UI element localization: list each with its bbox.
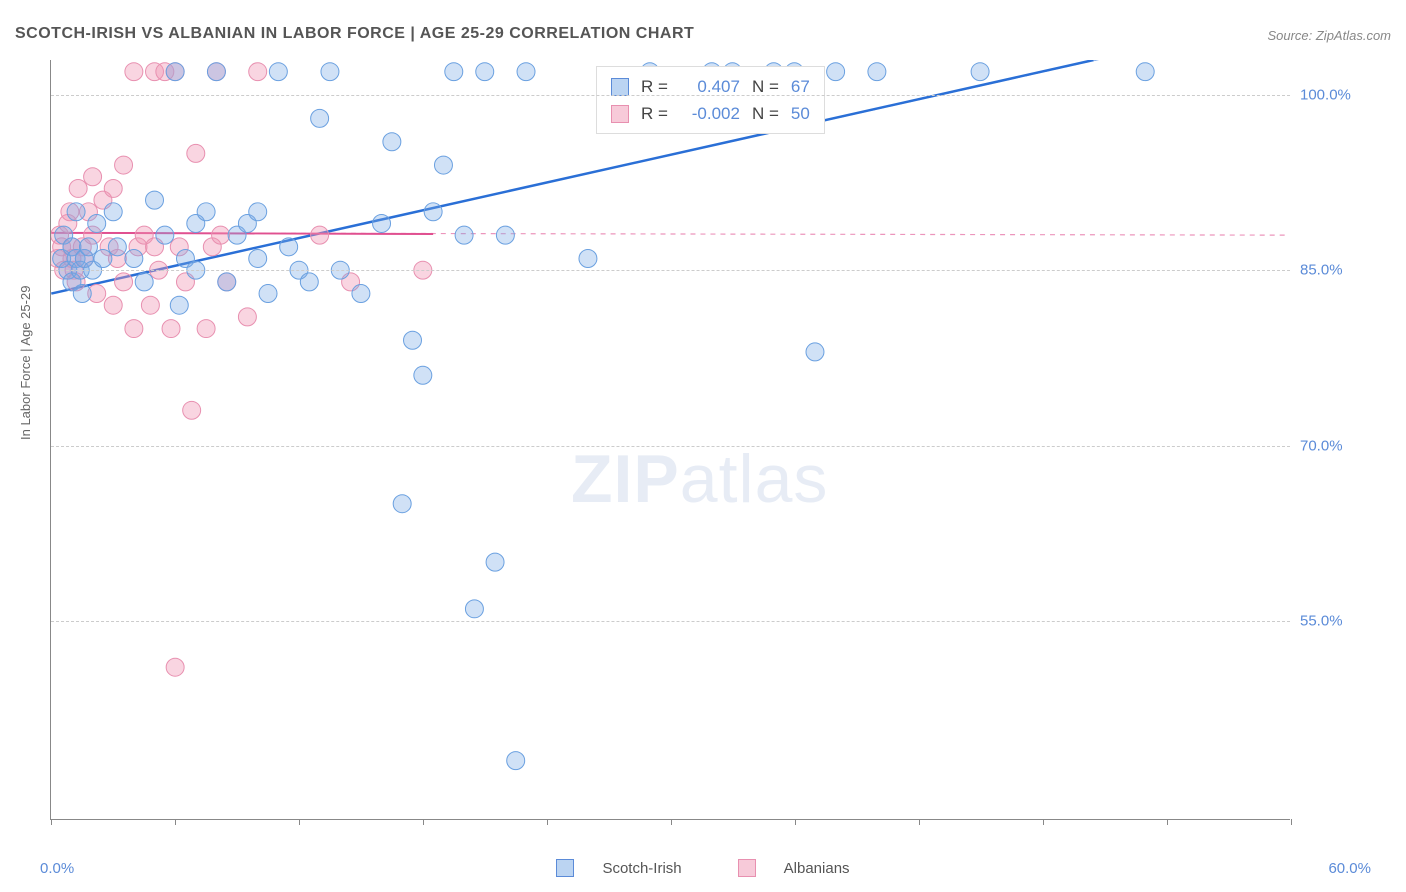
legend-label: Scotch-Irish xyxy=(602,860,681,877)
gridline xyxy=(51,95,1290,96)
y-tick-label: 100.0% xyxy=(1300,87,1380,104)
source-label: Source: ZipAtlas.com xyxy=(1267,28,1391,43)
scatter-svg xyxy=(51,60,1290,819)
plot-area: ZIPatlas R =0.407N =67R =-0.002N =50 55.… xyxy=(50,60,1290,820)
x-tick xyxy=(299,819,300,825)
legend-swatch xyxy=(738,859,756,877)
y-tick-label: 70.0% xyxy=(1300,437,1380,454)
n-value: 50 xyxy=(791,100,810,127)
legend-label: Albanians xyxy=(784,860,850,877)
legend-swatch xyxy=(556,859,574,877)
stats-row: R = 0.407 N = 67 xyxy=(611,73,810,100)
chart-title: SCOTCH-IRISH VS ALBANIAN IN LABOR FORCE … xyxy=(15,25,694,43)
n-value: 67 xyxy=(791,73,810,100)
n-label: N = xyxy=(752,100,779,127)
r-value: -0.002 xyxy=(680,100,740,127)
x-tick xyxy=(795,819,796,825)
stats-swatch xyxy=(611,78,629,96)
stats-box: R = 0.407 N = 67 R = -0.002 N = 50 xyxy=(596,66,825,134)
r-value: 0.407 xyxy=(680,73,740,100)
gridline xyxy=(51,270,1290,271)
x-tick xyxy=(423,819,424,825)
bottom-legend: Scotch-Irish Albanians xyxy=(0,859,1406,877)
stats-swatch xyxy=(611,105,629,123)
x-tick xyxy=(1043,819,1044,825)
x-tick xyxy=(671,819,672,825)
x-tick xyxy=(547,819,548,825)
legend-item: Albanians xyxy=(724,859,864,876)
r-label: R = xyxy=(641,100,668,127)
legend-item: Scotch-Irish xyxy=(542,859,695,876)
x-tick xyxy=(51,819,52,825)
stats-row: R = -0.002 N = 50 xyxy=(611,100,810,127)
r-label: R = xyxy=(641,73,668,100)
y-tick-label: 85.0% xyxy=(1300,262,1380,279)
x-tick xyxy=(175,819,176,825)
chart-container: SCOTCH-IRISH VS ALBANIAN IN LABOR FORCE … xyxy=(0,0,1406,892)
x-tick xyxy=(919,819,920,825)
y-axis-label: In Labor Force | Age 25-29 xyxy=(18,286,33,440)
x-tick xyxy=(1167,819,1168,825)
y-tick-label: 55.0% xyxy=(1300,613,1380,630)
gridline xyxy=(51,446,1290,447)
x-tick xyxy=(1291,819,1292,825)
gridline xyxy=(51,621,1290,622)
n-label: N = xyxy=(752,73,779,100)
